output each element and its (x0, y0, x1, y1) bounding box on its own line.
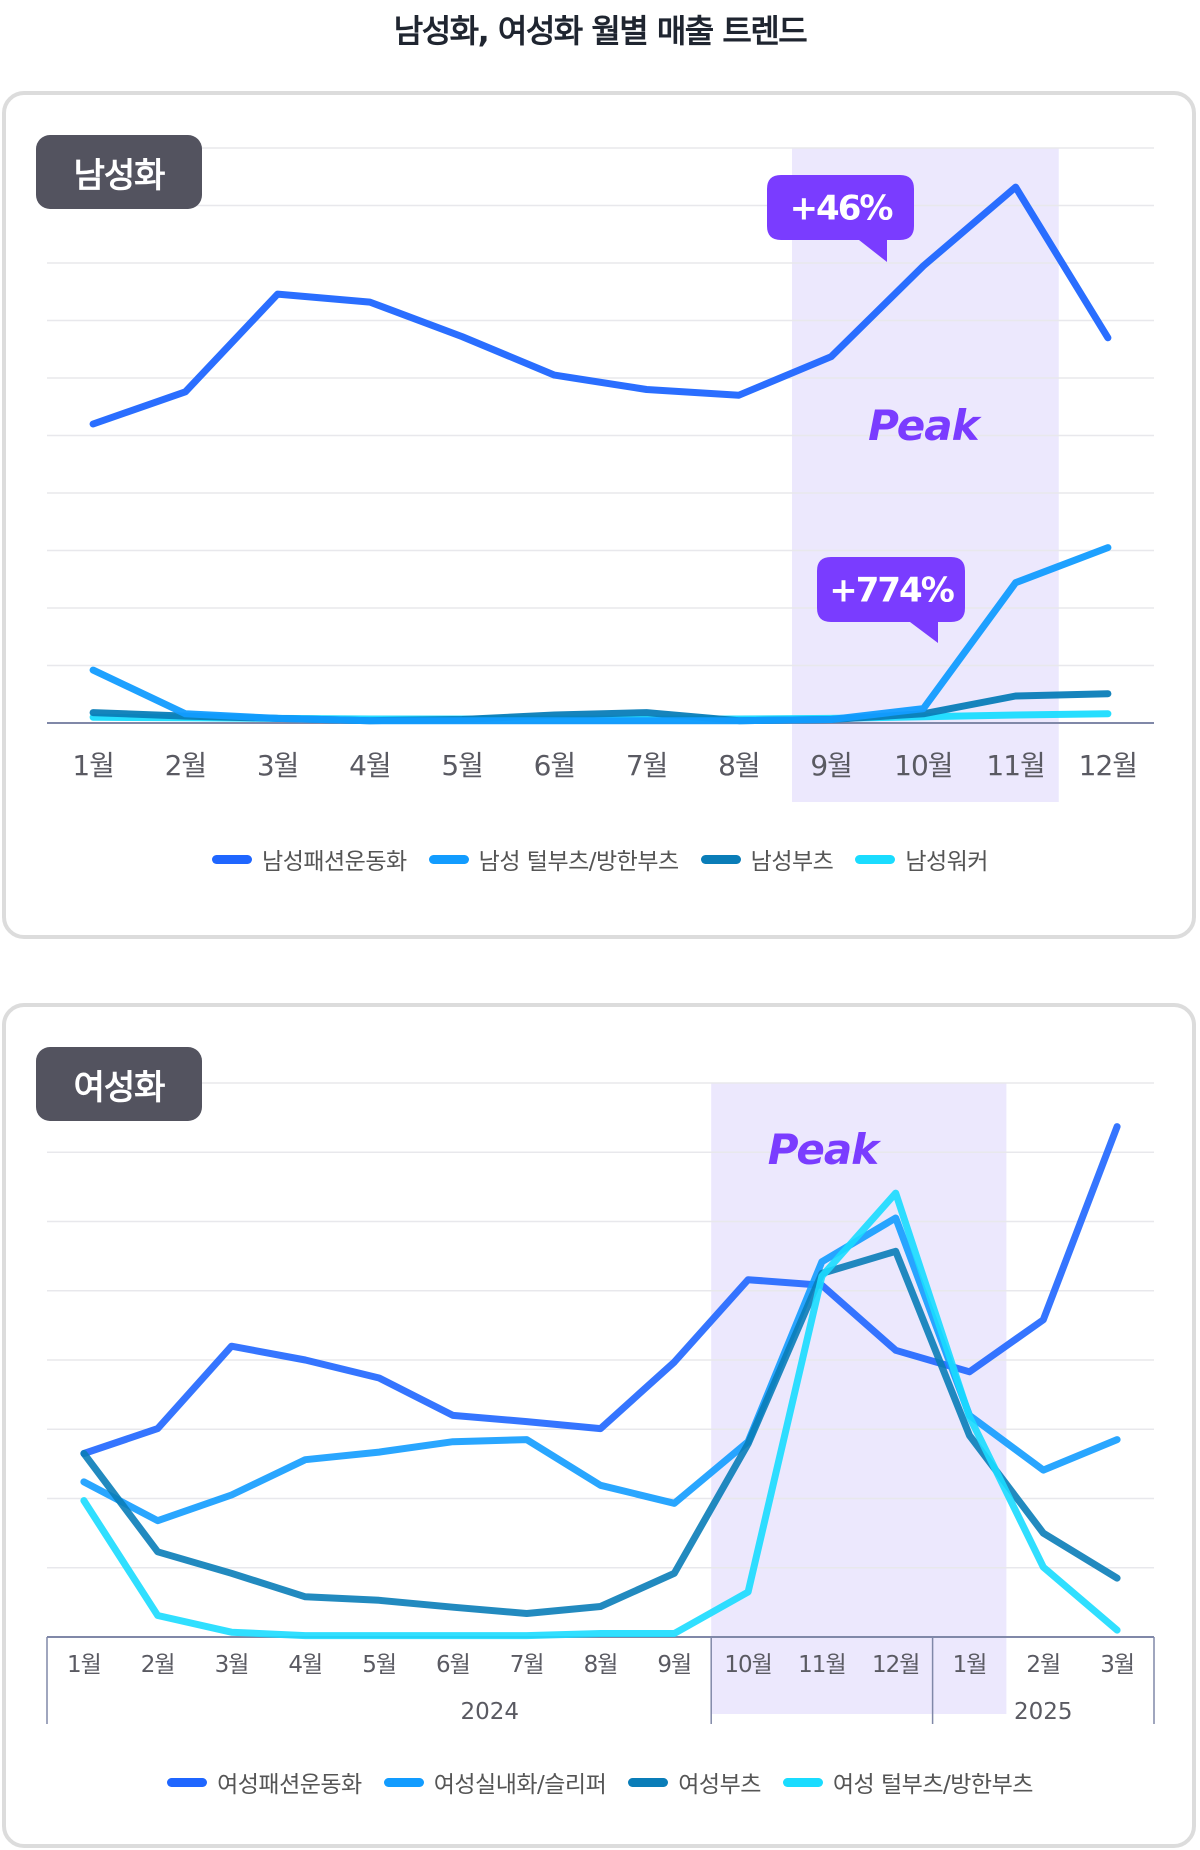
legend-swatch-icon (700, 854, 741, 864)
women-chart-legend: 여성패션운동화 여성실내화/슬리퍼 여성부츠 여성 털부츠/방한부츠 (0, 1765, 1200, 1799)
legend-item: 남성워커 (855, 842, 988, 876)
page-title: 남성화, 여성화 월별 매출 트렌드 (393, 12, 808, 50)
legend-label: 여성패션운동화 (217, 1772, 362, 1798)
legend-item: 여성 털부츠/방한부츠 (782, 1765, 1034, 1799)
legend-label: 여성실내화/슬리퍼 (433, 1772, 607, 1798)
legend-swatch-icon (428, 854, 469, 864)
legend-item: 여성패션운동화 (167, 1765, 362, 1799)
legend-item: 여성실내화/슬리퍼 (383, 1765, 607, 1799)
legend-item: 남성패션운동화 (212, 842, 407, 876)
legend-label: 남성부츠 (750, 849, 834, 875)
men-chart-card (2, 91, 1196, 939)
men-chart-legend: 남성패션운동화 남성 털부츠/방한부츠 남성부츠 남성워커 (0, 842, 1200, 876)
legend-swatch-icon (628, 1777, 669, 1787)
legend-swatch-icon (782, 1777, 823, 1787)
legend-label: 남성 털부츠/방한부츠 (478, 849, 680, 875)
legend-item: 여성부츠 (628, 1765, 761, 1799)
legend-item: 남성부츠 (700, 842, 834, 876)
legend-label: 남성워커 (905, 849, 988, 875)
women-chart-card (2, 1003, 1196, 1848)
legend-swatch-icon (212, 854, 253, 864)
men-chart-badge: 남성화 (36, 135, 202, 209)
legend-label: 여성 털부츠/방한부츠 (832, 1772, 1034, 1798)
legend-label: 여성부츠 (678, 1772, 761, 1798)
legend-swatch-icon (855, 854, 896, 864)
legend-label: 남성패션운동화 (262, 849, 407, 875)
legend-item: 남성 털부츠/방한부츠 (428, 842, 680, 876)
women-chart-badge: 여성화 (36, 1047, 202, 1121)
legend-swatch-icon (167, 1777, 208, 1787)
legend-swatch-icon (383, 1777, 424, 1787)
